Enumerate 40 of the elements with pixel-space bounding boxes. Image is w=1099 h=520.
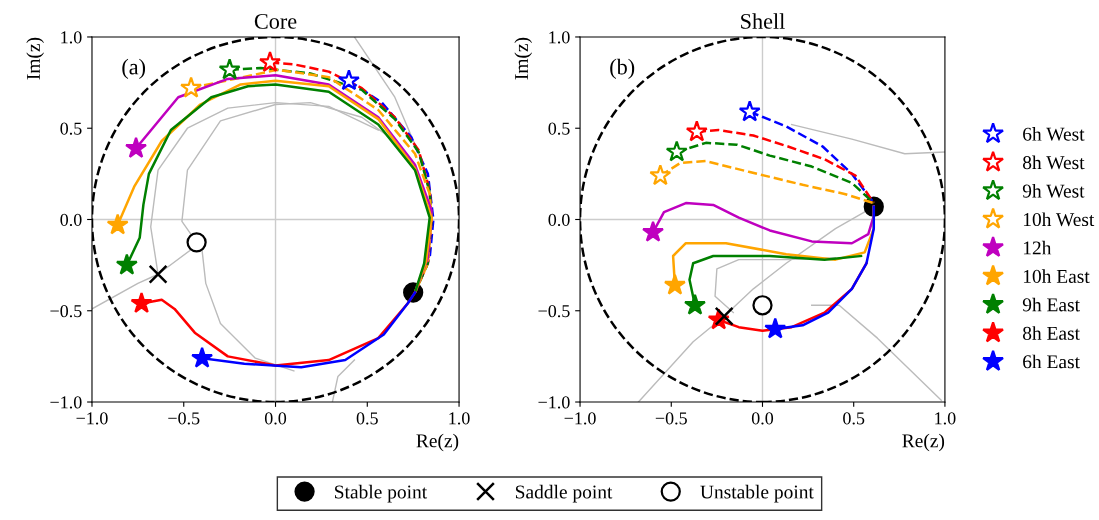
legend-label: 9h West [1022,183,1085,198]
legend-label: Stable point [335,484,428,503]
y-tick-label: −0.5 [538,305,570,318]
legend-label: Saddle point [515,484,613,503]
legend-label: 12h [1023,240,1052,255]
x-tick-label: 0.5 [356,412,378,425]
x-tick-label: 0.0 [264,412,287,425]
x-axis-title: Re(z) [416,433,459,452]
x-tick-label: −1.0 [76,412,108,425]
legend-label: Unstable point [700,484,814,503]
annotation: (b) [610,58,635,80]
x-tick-label: −0.5 [168,412,200,425]
legend-label: 8h East [1022,326,1080,340]
y-tick-label: −0.5 [50,305,82,318]
legend-label: 8h West [1022,155,1085,170]
legend-label: 6h East [1023,354,1080,369]
x-tick-label: 1.0 [449,412,470,425]
x-tick-label: 0.5 [843,412,865,425]
legend-label: 6h West [1023,127,1085,141]
y-tick-label: 1.0 [549,31,570,44]
y-tick-label: 0.5 [548,122,570,135]
y-tick-label: 1.0 [61,31,82,44]
chart-title: Shell [741,13,785,29]
legend-label: 10h East [1023,269,1090,283]
annotation: (a) [122,58,146,80]
y-axis-title: Im(z) [26,37,44,80]
legend-label: 9h East [1022,297,1080,312]
x-tick-label: −0.5 [655,412,687,425]
x-axis-title: Re(z) [902,433,945,452]
legend-label: 10h West [1023,212,1095,227]
y-tick-label: 0.5 [60,122,82,135]
y-tick-label: −1.0 [50,396,82,409]
y-tick-label: 0.0 [548,213,570,227]
x-tick-label: 0.0 [751,412,774,425]
x-tick-label: 1.0 [935,412,956,425]
chart-title: Core [254,13,297,29]
x-tick-label: −1.0 [564,412,596,425]
y-tick-label: 0.0 [60,213,82,227]
y-axis-title: Im(z) [514,37,533,80]
y-tick-label: −1.0 [538,396,570,409]
